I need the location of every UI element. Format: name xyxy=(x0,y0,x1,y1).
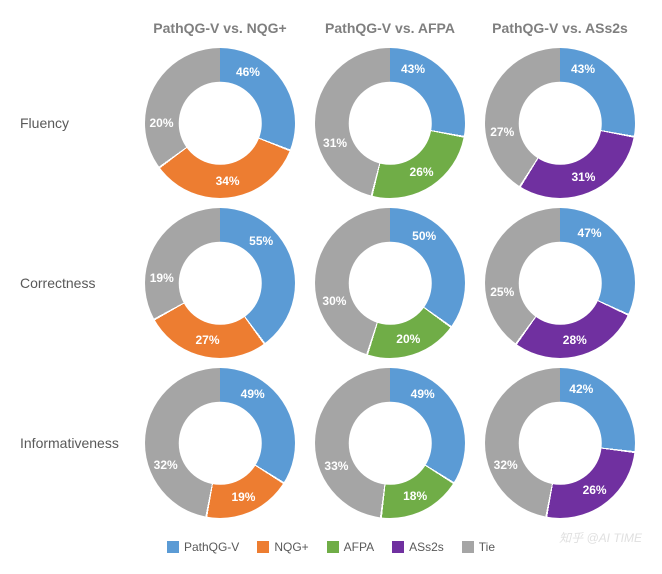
slice-label: 47% xyxy=(578,226,602,240)
legend-swatch xyxy=(327,541,339,553)
donut-chart: 42% 26% 32% xyxy=(485,368,635,518)
donut-hole xyxy=(519,402,602,485)
donut-hole xyxy=(519,82,602,165)
donut-hole xyxy=(349,402,432,485)
legend-swatch xyxy=(257,541,269,553)
donut-chart: 50% 20% 30% xyxy=(315,208,465,358)
column-header: PathQG-V vs. AFPA xyxy=(315,20,465,36)
legend-item: PathQG-V xyxy=(167,540,239,554)
legend-label: ASs2s xyxy=(409,540,444,554)
legend-label: NQG+ xyxy=(274,540,308,554)
legend-swatch xyxy=(392,541,404,553)
slice-label: 33% xyxy=(324,459,348,473)
slice-label: 32% xyxy=(154,458,178,472)
legend-swatch xyxy=(167,541,179,553)
slice-label: 46% xyxy=(236,65,260,79)
row-label: Fluency xyxy=(20,115,69,131)
slice-label: 49% xyxy=(241,387,265,401)
donut-hole xyxy=(179,242,262,325)
donut-chart: 43% 31% 27% xyxy=(485,48,635,198)
legend-label: AFPA xyxy=(344,540,374,554)
slice-label: 30% xyxy=(322,294,346,308)
slice-label: 49% xyxy=(411,387,435,401)
legend-item: NQG+ xyxy=(257,540,308,554)
slice-label: 31% xyxy=(323,136,347,150)
donut-hole xyxy=(179,82,262,165)
legend: PathQG-V NQG+ AFPA ASs2s Tie xyxy=(20,540,642,554)
slice-label: 19% xyxy=(231,490,255,504)
legend-label: Tie xyxy=(479,540,495,554)
slice-label: 55% xyxy=(249,234,273,248)
donut-chart: 47% 28% 25% xyxy=(485,208,635,358)
slice-label: 20% xyxy=(149,116,173,130)
legend-item: Tie xyxy=(462,540,495,554)
row-label: Informativeness xyxy=(20,435,119,451)
slice-label: 27% xyxy=(490,125,514,139)
slice-label: 25% xyxy=(490,285,514,299)
column-header: PathQG-V vs. NQG+ xyxy=(145,20,295,36)
row-label: Correctness xyxy=(20,275,95,291)
slice-label: 26% xyxy=(583,483,607,497)
column-header: PathQG-V vs. ASs2s xyxy=(485,20,635,36)
legend-item: AFPA xyxy=(327,540,374,554)
slice-label: 43% xyxy=(401,62,425,76)
slice-label: 50% xyxy=(412,229,436,243)
legend-item: ASs2s xyxy=(392,540,444,554)
donut-chart: 46% 34% 20% xyxy=(145,48,295,198)
donut-chart: 49% 19% 32% xyxy=(145,368,295,518)
donut-hole xyxy=(179,402,262,485)
slice-label: 19% xyxy=(150,271,174,285)
slice-label: 18% xyxy=(403,489,427,503)
watermark: 知乎 @AI TIME xyxy=(559,529,642,546)
slice-label: 43% xyxy=(571,62,595,76)
slice-label: 28% xyxy=(563,333,587,347)
slice-label: 32% xyxy=(494,458,518,472)
donut-hole xyxy=(349,82,432,165)
legend-swatch xyxy=(462,541,474,553)
slice-label: 26% xyxy=(410,165,434,179)
slice-label: 27% xyxy=(195,333,219,347)
donut-chart: 55% 27% 19% xyxy=(145,208,295,358)
donut-chart: 49% 18% 33% xyxy=(315,368,465,518)
slice-label: 42% xyxy=(569,382,593,396)
slice-label: 20% xyxy=(396,332,420,346)
donut-hole xyxy=(349,242,432,325)
donut-hole xyxy=(519,242,602,325)
slice-label: 31% xyxy=(571,170,595,184)
legend-label: PathQG-V xyxy=(184,540,239,554)
slice-label: 34% xyxy=(216,174,240,188)
donut-chart: 43% 26% 31% xyxy=(315,48,465,198)
